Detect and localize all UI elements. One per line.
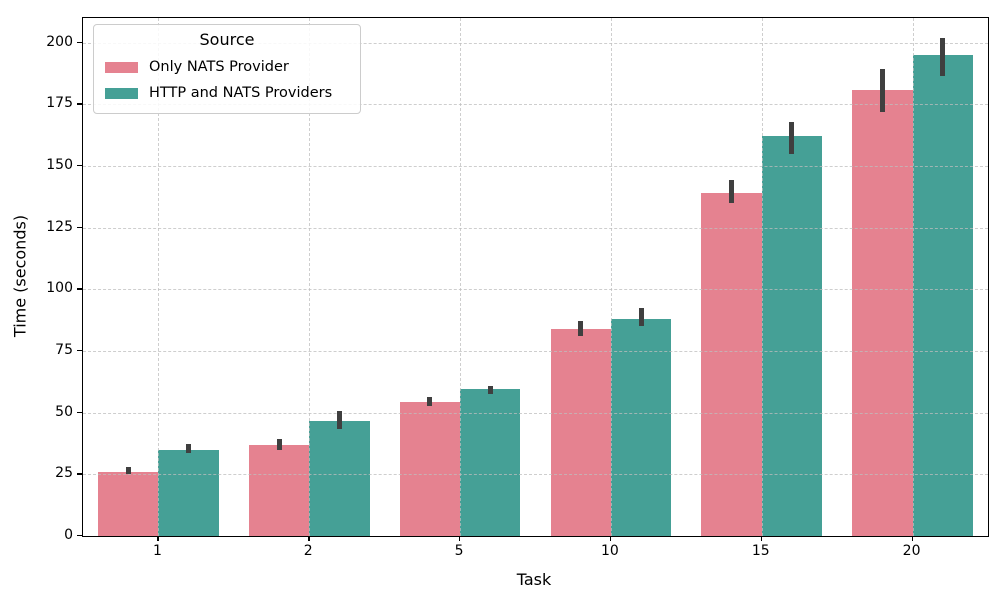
- y-tick-label-200: 200: [46, 33, 73, 50]
- bar-series1-task-2: [309, 421, 370, 536]
- x-tick-label-5: 5: [454, 543, 464, 559]
- gridline-x-2: [309, 18, 311, 536]
- y-tick-label-175: 175: [46, 95, 73, 112]
- x-tick-5: [459, 536, 461, 542]
- gridline-x-10: [610, 18, 612, 536]
- y-tick-75: [77, 350, 82, 352]
- x-tick-label-10: 10: [600, 543, 619, 559]
- bar-series0-task-5: [399, 401, 461, 536]
- error-bar-series0-task-15: [729, 179, 735, 203]
- bar-series1-task-10: [610, 318, 672, 536]
- gridline-y-50: [83, 412, 988, 414]
- error-bar-series1-task-5: [487, 385, 493, 395]
- x-tick-20: [911, 536, 913, 542]
- error-bar-series0-task-5: [427, 396, 433, 407]
- x-tick-label-15: 15: [751, 543, 770, 559]
- bar-series0-task-2: [248, 444, 310, 536]
- gridline-y-175: [83, 104, 988, 106]
- plot-area: Source Only NATS Provider HTTP and NATS …: [82, 17, 989, 537]
- legend-swatch-only-nats: [105, 61, 138, 73]
- bar-series0-task-15: [701, 193, 762, 536]
- legend-row: HTTP and NATS Providers: [101, 80, 353, 106]
- x-tick-10: [609, 536, 612, 542]
- bar-series1-task-20: [912, 55, 973, 536]
- error-bar-series1-task-2: [336, 411, 342, 429]
- error-bar-series1-task-1: [186, 443, 192, 454]
- y-tick-label-50: 50: [55, 403, 73, 420]
- y-tick-label-0: 0: [64, 527, 73, 543]
- y-tick-label-25: 25: [55, 465, 73, 482]
- y-axis-label: Time (seconds): [10, 214, 30, 338]
- x-tick-15: [760, 536, 763, 542]
- y-tick-200: [77, 41, 82, 43]
- y-tick-100: [77, 288, 82, 290]
- legend-row: Only NATS Provider: [101, 54, 353, 80]
- gridline-x-15: [761, 18, 763, 536]
- gridline-y-100: [83, 289, 988, 291]
- error-bar-series1-task-15: [789, 121, 795, 154]
- gridline-x-20: [912, 18, 914, 536]
- y-tick-label-125: 125: [46, 218, 73, 235]
- bar-series0-task-20: [852, 89, 913, 536]
- bar-series0-task-1: [98, 471, 159, 536]
- y-tick-50: [77, 411, 82, 413]
- error-bar-series0-task-1: [125, 466, 131, 475]
- gridline-y-200: [83, 42, 988, 44]
- gridline-y-150: [83, 166, 988, 167]
- gridline-y-25: [83, 474, 988, 476]
- y-tick-label-150: 150: [46, 157, 73, 173]
- gridline-y-125: [83, 227, 988, 229]
- x-tick-label-1: 1: [152, 543, 162, 559]
- y-tick-25: [77, 473, 82, 475]
- legend-label-only-nats: Only NATS Provider: [149, 59, 289, 75]
- y-tick-150: [77, 165, 82, 167]
- x-tick-label-20: 20: [902, 543, 921, 559]
- y-tick-label-75: 75: [55, 342, 73, 358]
- x-tick-label-2: 2: [303, 543, 313, 559]
- x-tick-1: [157, 536, 159, 542]
- x-tick-2: [308, 536, 310, 542]
- error-bar-series1-task-20: [940, 37, 946, 76]
- y-tick-175: [77, 103, 82, 105]
- bar-series0-task-10: [550, 328, 611, 536]
- error-bar-series0-task-10: [578, 321, 584, 337]
- y-tick-0: [77, 535, 82, 537]
- legend-title: Source: [199, 30, 255, 49]
- gridline-x-5: [460, 18, 462, 536]
- legend: Source Only NATS Provider HTTP and NATS …: [93, 24, 361, 114]
- y-tick-label-100: 100: [46, 280, 73, 297]
- legend-label-http-and-nats: HTTP and NATS Providers: [149, 85, 333, 101]
- bar-series1-task-1: [158, 449, 219, 536]
- bar-series1-task-15: [761, 136, 823, 536]
- bar-series1-task-5: [460, 389, 521, 536]
- x-axis-label: Task: [516, 570, 552, 589]
- y-tick-125: [77, 226, 82, 228]
- error-bar-series0-task-20: [879, 68, 885, 112]
- gridline-y-75: [83, 351, 988, 352]
- error-bar-series1-task-10: [638, 307, 644, 327]
- legend-swatch-http-and-nats: [105, 87, 138, 99]
- error-bar-series0-task-2: [276, 438, 282, 450]
- gridline-x-1: [158, 18, 160, 536]
